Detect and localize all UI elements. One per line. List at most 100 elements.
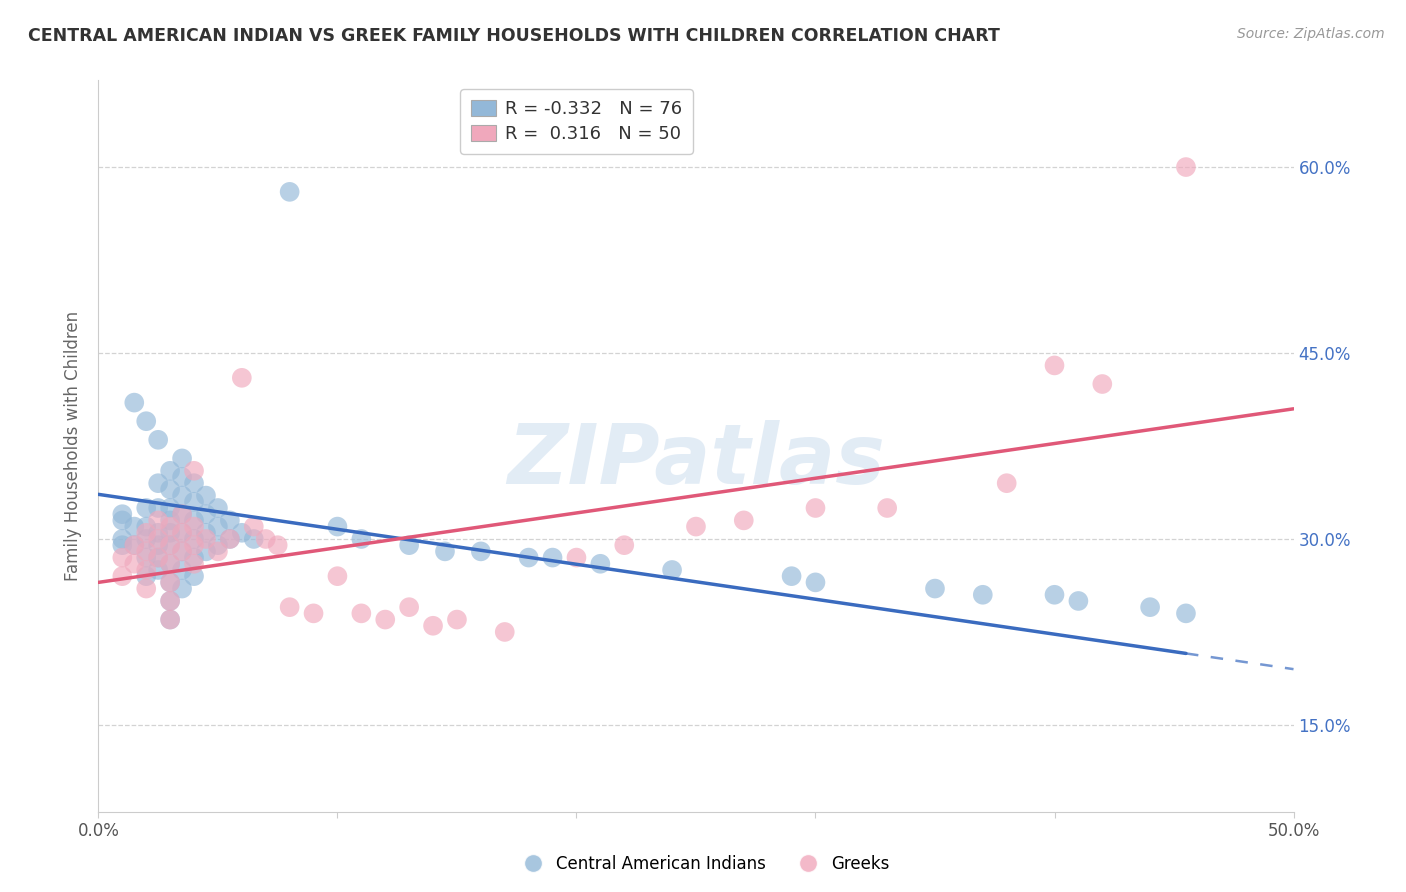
Point	[541, 550, 564, 565]
Point	[159, 538, 181, 552]
Point	[972, 588, 994, 602]
Point	[1175, 160, 1198, 174]
Point	[172, 507, 194, 521]
Point	[148, 550, 170, 565]
Point	[398, 538, 420, 552]
Point	[1139, 600, 1161, 615]
Point	[183, 550, 205, 565]
Point	[1043, 359, 1066, 373]
Point	[589, 557, 612, 571]
Point	[207, 500, 229, 515]
Point	[434, 544, 457, 558]
Point	[183, 476, 205, 491]
Point	[135, 414, 157, 428]
Point	[470, 544, 492, 558]
Point	[148, 513, 170, 527]
Point	[135, 532, 157, 546]
Point	[517, 550, 540, 565]
Point	[207, 519, 229, 533]
Point	[195, 532, 218, 546]
Point	[804, 500, 827, 515]
Point	[148, 532, 170, 546]
Point	[148, 525, 170, 540]
Point	[326, 519, 349, 533]
Point	[172, 525, 194, 540]
Point	[124, 538, 146, 552]
Point	[195, 544, 218, 558]
Point	[159, 557, 181, 571]
Point	[172, 563, 194, 577]
Point	[219, 513, 242, 527]
Point	[804, 575, 827, 590]
Point	[733, 513, 755, 527]
Point	[135, 525, 157, 540]
Point	[148, 550, 170, 565]
Text: ZIPatlas: ZIPatlas	[508, 420, 884, 501]
Point	[326, 569, 349, 583]
Point	[111, 507, 134, 521]
Point	[135, 582, 157, 596]
Point	[613, 538, 636, 552]
Point	[172, 544, 194, 558]
Point	[374, 613, 396, 627]
Point	[195, 525, 218, 540]
Point	[172, 451, 194, 466]
Text: CENTRAL AMERICAN INDIAN VS GREEK FAMILY HOUSEHOLDS WITH CHILDREN CORRELATION CHA: CENTRAL AMERICAN INDIAN VS GREEK FAMILY …	[28, 27, 1000, 45]
Point	[183, 569, 205, 583]
Point	[1067, 594, 1090, 608]
Point	[183, 538, 205, 552]
Point	[219, 532, 242, 546]
Point	[159, 613, 181, 627]
Point	[219, 532, 242, 546]
Point	[231, 371, 253, 385]
Point	[148, 538, 170, 552]
Point	[565, 550, 588, 565]
Point	[494, 624, 516, 639]
Point	[183, 513, 205, 527]
Point	[111, 538, 134, 552]
Point	[159, 513, 181, 527]
Y-axis label: Family Households with Children: Family Households with Children	[65, 311, 83, 581]
Point	[159, 613, 181, 627]
Point	[685, 519, 707, 533]
Point	[195, 489, 218, 503]
Point	[148, 500, 170, 515]
Point	[135, 544, 157, 558]
Point	[111, 513, 134, 527]
Point	[172, 489, 194, 503]
Point	[207, 544, 229, 558]
Point	[661, 563, 683, 577]
Point	[159, 483, 181, 497]
Point	[159, 575, 181, 590]
Legend: Central American Indians, Greeks: Central American Indians, Greeks	[510, 848, 896, 880]
Point	[350, 607, 373, 621]
Text: Source: ZipAtlas.com: Source: ZipAtlas.com	[1237, 27, 1385, 41]
Point	[124, 519, 146, 533]
Point	[350, 532, 373, 546]
Point	[780, 569, 803, 583]
Point	[172, 582, 194, 596]
Point	[124, 557, 146, 571]
Point	[159, 500, 181, 515]
Point	[207, 538, 229, 552]
Point	[1043, 588, 1066, 602]
Point	[111, 569, 134, 583]
Point	[159, 464, 181, 478]
Point	[267, 538, 290, 552]
Point	[135, 569, 157, 583]
Point	[148, 563, 170, 577]
Point	[183, 557, 205, 571]
Point	[159, 525, 181, 540]
Point	[172, 470, 194, 484]
Legend: R = -0.332   N = 76, R =  0.316   N = 50: R = -0.332 N = 76, R = 0.316 N = 50	[460, 89, 693, 153]
Point	[183, 464, 205, 478]
Point	[111, 532, 134, 546]
Point	[159, 575, 181, 590]
Point	[183, 519, 205, 533]
Point	[135, 563, 157, 577]
Point	[172, 525, 194, 540]
Point	[135, 500, 157, 515]
Point	[398, 600, 420, 615]
Point	[159, 557, 181, 571]
Point	[148, 433, 170, 447]
